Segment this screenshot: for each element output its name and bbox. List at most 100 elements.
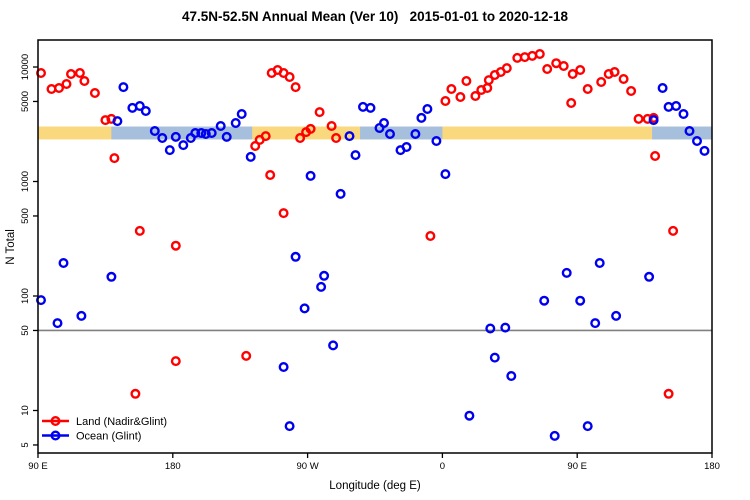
data-point-land bbox=[250, 140, 261, 151]
data-point-ocean bbox=[699, 145, 710, 156]
data-point-ocean bbox=[344, 131, 355, 142]
legend-ocean-marker-icon bbox=[50, 430, 61, 441]
data-point-ocean bbox=[299, 303, 310, 314]
data-point-ocean bbox=[422, 103, 433, 114]
y-tick-label: 5 bbox=[20, 442, 31, 447]
data-point-ocean bbox=[379, 117, 390, 128]
y-tick-label: 50 bbox=[20, 325, 31, 336]
data-point-ocean bbox=[350, 150, 361, 161]
axes: 90 E 180 90 W 0 90 E 180 10000 5000 1000 500 100 50… bbox=[20, 39, 720, 472]
x-tick-label: 90 E bbox=[28, 461, 48, 472]
data-point-land bbox=[314, 107, 325, 118]
data-point-land bbox=[668, 225, 679, 236]
data-point-ocean bbox=[290, 251, 301, 262]
y-tick-label: 500 bbox=[20, 208, 31, 224]
data-point-land bbox=[265, 169, 276, 180]
y-tick-label: 100 bbox=[20, 288, 31, 304]
data-point-land bbox=[260, 131, 271, 142]
data-point-ocean bbox=[76, 310, 87, 321]
x-axis-label: Longitude (deg E) bbox=[329, 480, 421, 492]
data-point-ocean bbox=[365, 102, 376, 113]
data-point-land bbox=[582, 83, 593, 94]
data-point-land bbox=[575, 64, 586, 75]
ocean-mean-band bbox=[111, 126, 253, 140]
data-point-ocean bbox=[200, 128, 211, 139]
x-tick-label: 180 bbox=[165, 461, 181, 472]
data-point-ocean bbox=[335, 188, 346, 199]
data-point-land bbox=[278, 208, 289, 219]
data-point-ocean bbox=[190, 127, 201, 138]
data-point-land bbox=[36, 67, 47, 78]
data-point-ocean bbox=[196, 127, 207, 138]
data-point-land bbox=[470, 90, 481, 101]
data-point-land bbox=[626, 85, 637, 96]
data-point-ocean bbox=[328, 340, 339, 351]
data-point-land bbox=[65, 68, 76, 79]
data-point-land bbox=[170, 356, 181, 367]
data-point-ocean bbox=[106, 271, 117, 282]
data-point-ocean bbox=[582, 421, 593, 432]
data-point-ocean bbox=[149, 125, 160, 136]
data-point-ocean bbox=[52, 318, 63, 329]
data-point-land bbox=[567, 68, 578, 79]
data-point-land bbox=[74, 67, 85, 78]
data-point-land bbox=[558, 61, 569, 72]
data-point-ocean bbox=[648, 115, 659, 126]
y-tick-label: 10000 bbox=[20, 54, 31, 80]
data-point-ocean bbox=[170, 131, 181, 142]
data-point-land bbox=[542, 63, 553, 74]
ocean-mean-band bbox=[360, 126, 443, 140]
data-point-ocean bbox=[485, 323, 496, 334]
data-point-land bbox=[130, 388, 141, 399]
data-point-land bbox=[425, 230, 436, 241]
data-point-land bbox=[290, 82, 301, 93]
data-point-land bbox=[650, 150, 661, 161]
data-point-land bbox=[331, 132, 342, 143]
data-point-ocean bbox=[590, 318, 601, 329]
data-point-ocean bbox=[236, 108, 247, 119]
data-point-ocean bbox=[657, 82, 668, 93]
legend-land-label: Land (Nadir&Glint) bbox=[76, 416, 167, 428]
data-point-ocean bbox=[112, 116, 123, 127]
data-point-ocean bbox=[278, 362, 289, 373]
data-point-ocean bbox=[157, 132, 168, 143]
data-point-land bbox=[663, 388, 674, 399]
data-points bbox=[36, 49, 710, 441]
data-point-ocean bbox=[206, 127, 217, 138]
data-point-ocean bbox=[284, 421, 295, 432]
data-point-land bbox=[284, 71, 295, 82]
data-point-land bbox=[566, 97, 577, 108]
data-point-ocean bbox=[678, 108, 689, 119]
chart-title: 47.5N-52.5N Annual Mean (Ver 10) 2015-01… bbox=[182, 9, 568, 24]
data-point-ocean bbox=[230, 117, 241, 128]
y-tick-label: 5000 bbox=[20, 91, 31, 112]
data-point-land bbox=[618, 73, 629, 84]
data-point-ocean bbox=[305, 170, 316, 181]
data-point-ocean bbox=[500, 322, 511, 333]
data-point-land bbox=[609, 66, 620, 77]
data-point-ocean bbox=[561, 267, 572, 278]
data-point-ocean bbox=[464, 410, 475, 421]
data-point-land bbox=[79, 75, 90, 86]
x-tick-label: 180 bbox=[704, 461, 720, 472]
data-point-ocean bbox=[245, 151, 256, 162]
data-point-ocean bbox=[684, 125, 695, 136]
legend-land-marker-icon bbox=[50, 416, 61, 427]
data-point-ocean bbox=[692, 135, 703, 146]
y-axis-label: N Total bbox=[5, 229, 17, 265]
legend-item-ocean: Ocean (Glint) bbox=[42, 431, 141, 443]
data-point-land bbox=[100, 115, 111, 126]
data-point-ocean bbox=[416, 112, 427, 123]
legend: Land (Nadir&Glint) Ocean (Glint) bbox=[42, 416, 167, 443]
legend-item-land: Land (Nadir&Glint) bbox=[42, 416, 167, 428]
data-point-ocean bbox=[221, 131, 232, 142]
data-point-land bbox=[241, 350, 252, 361]
data-point-ocean bbox=[440, 169, 451, 180]
legend-ocean-label: Ocean (Glint) bbox=[76, 431, 141, 443]
data-point-ocean bbox=[644, 271, 655, 282]
data-point-land bbox=[295, 132, 306, 143]
data-point-land bbox=[446, 83, 457, 94]
plot-border bbox=[37, 39, 713, 454]
